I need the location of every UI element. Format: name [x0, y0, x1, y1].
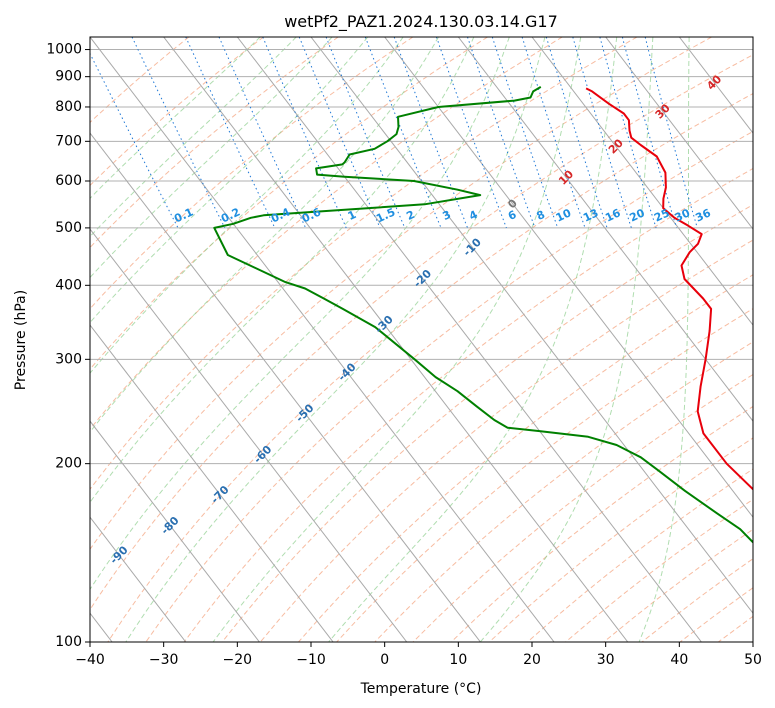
x-tick-label: −30: [149, 652, 179, 668]
x-tick-label: 30: [597, 652, 615, 668]
isotherm: [90, 228, 408, 642]
x-tick-label: 0: [380, 652, 389, 668]
moist-adiabat: [90, 37, 439, 433]
isotherm: [90, 37, 555, 642]
x-tick-label: 40: [670, 652, 688, 668]
y-axis-ticks: 1000 900 800 700 600 500 400 300 200 100: [46, 42, 90, 650]
isotherm: [163, 37, 629, 642]
moist-adiabat: [90, 37, 404, 374]
isotherm: [90, 516, 187, 642]
y-tick-label: 500: [55, 220, 82, 236]
mixing-ratio-line: [545, 37, 608, 229]
mixing-ratio-line: [572, 37, 632, 229]
mixing-ratio-label: 36: [693, 206, 713, 224]
x-tick-label: −20: [223, 652, 253, 668]
y-tick-label: 1000: [46, 42, 82, 58]
mixing-ratio-line: [521, 37, 586, 229]
mixing-ratio-label: 25: [652, 206, 671, 224]
isotherm: [236, 37, 702, 642]
isotherm: [384, 37, 753, 518]
y-axis-label: Pressure (hPa): [13, 290, 29, 390]
moist-adiabat: [90, 37, 297, 238]
mixing-ratio-label: 13: [581, 206, 600, 224]
dewpoint-profile-line: [213, 86, 753, 544]
isotherm: [90, 132, 481, 642]
moist-adiabat: [125, 37, 546, 642]
dry-adiabat: [183, 167, 753, 642]
chart-title: wetPf2_PAZ1.2024.130.03.14.G17: [284, 12, 558, 32]
mixing-ratio-line: [599, 37, 657, 229]
dry-adiabat: [260, 239, 753, 642]
x-axis-label: Temperature (°C): [360, 681, 482, 697]
moist-adiabat: [90, 37, 333, 279]
dry-adiabat: [298, 274, 753, 642]
y-tick-label: 800: [55, 99, 82, 115]
dry-adiabat: [90, 37, 563, 431]
moist-adiabat: [638, 37, 690, 642]
isotherm: [531, 37, 753, 326]
y-tick-label: 700: [55, 133, 82, 149]
mixing-ratio-line: [131, 37, 226, 229]
mixing-ratio-line: [218, 37, 307, 229]
y-tick-label: 100: [55, 634, 82, 650]
isotherm: [310, 37, 753, 615]
isotherm: [90, 420, 260, 642]
dry-adiabat: [412, 373, 753, 642]
mixing-ratio-line: [364, 37, 442, 229]
temperature-profile-line: [585, 87, 753, 491]
isotherm: [457, 37, 753, 422]
dry-adiabat: [374, 341, 753, 642]
dry-adiabat: [90, 37, 190, 124]
x-tick-label: 10: [449, 652, 467, 668]
mixing-ratio-line: [393, 37, 469, 229]
mixing-ratio-line: [491, 37, 559, 229]
moist-adiabat: [90, 37, 475, 504]
mixing-ratio-line: [621, 37, 678, 229]
x-tick-label: −10: [296, 652, 326, 668]
moist-adiabat: [90, 37, 261, 200]
x-tick-label: −40: [75, 652, 105, 668]
y-tick-label: 200: [55, 456, 82, 472]
y-tick-label: 400: [55, 277, 82, 293]
y-tick-label: 300: [55, 351, 82, 367]
y-tick-label: 900: [55, 69, 82, 85]
moist-adiabat: [212, 37, 582, 642]
y-tick-label: 600: [55, 173, 82, 189]
dry-adiabat: [90, 54, 753, 611]
mixing-ratio-line: [185, 37, 276, 229]
mixing-ratio-label: 20: [627, 206, 647, 224]
dry-adiabat: [90, 37, 638, 491]
isotherm: [605, 37, 753, 230]
mixing-ratio-label: 30: [673, 206, 693, 224]
plot-frame: [89, 36, 754, 643]
data-series: [213, 86, 753, 544]
mixing-ratio-label: 10: [554, 206, 574, 224]
mixing-ratio-label: 16: [603, 206, 623, 224]
moist-adiabat: [479, 37, 654, 642]
background-lines: [90, 37, 753, 642]
x-tick-label: 20: [523, 652, 541, 668]
x-tick-label: 50: [744, 652, 762, 668]
dry-adiabat: [107, 93, 753, 642]
x-axis-ticks: −40 −30 −20 −10 0 10 20 30 40 50: [75, 642, 762, 668]
dry-adiabat: [90, 37, 264, 187]
moist-adiabat: [90, 37, 510, 591]
dry-adiabat: [90, 37, 488, 370]
isotherm: [90, 324, 334, 642]
